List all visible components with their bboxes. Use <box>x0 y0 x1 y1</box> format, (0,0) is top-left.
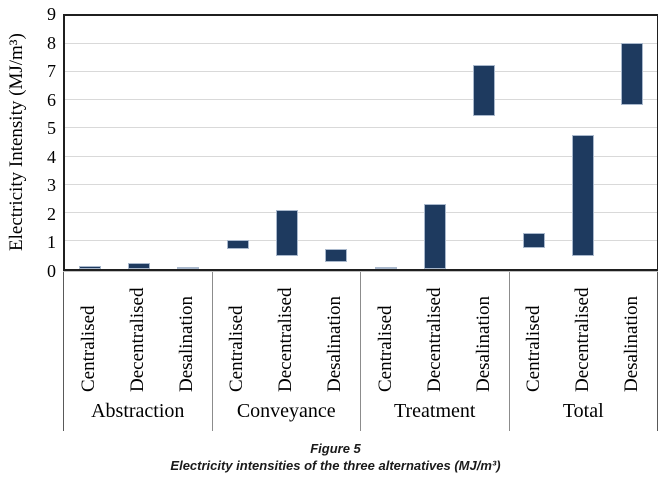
figure-caption-text: Electricity intensities of the three alt… <box>170 458 501 473</box>
group-conveyance: Centralised Decentralised Desalination Conv… <box>211 272 361 431</box>
bar-treatment-centralised <box>374 267 397 269</box>
y-axis-title: Electricity Intensity (MJ/m³) <box>6 33 27 252</box>
group-label-conveyance: Conveyance <box>236 400 336 422</box>
bar-total-decentralised <box>572 135 594 257</box>
bar-total-centralised <box>522 233 545 248</box>
y-tick-label-8: 8 <box>47 32 56 53</box>
bar-abstraction-centralised <box>78 266 101 269</box>
x-label-total-decentralised: Decentralised <box>572 287 594 392</box>
y-tick-label-4: 4 <box>47 146 56 167</box>
gridline-4 <box>65 155 657 157</box>
y-tick-label-1: 1 <box>47 232 56 253</box>
bar-abstraction-decentralised <box>128 262 150 269</box>
y-tick-label-5: 5 <box>47 118 56 139</box>
x-axis-label-area: Centralised Decentralised Desalination Abst… <box>63 271 658 431</box>
gridline-3 <box>65 183 657 185</box>
y-axis-ticks: 0 1 2 3 4 5 6 7 8 9 <box>30 5 58 280</box>
x-label-abstraction-decentralised: Decentralised <box>126 287 148 392</box>
y-tick-label-2: 2 <box>47 203 56 224</box>
x-label-treatment-desalination: Desalination <box>472 295 494 392</box>
gridline-7 <box>65 71 657 73</box>
gridline-2 <box>65 211 657 213</box>
gridline-5 <box>65 127 657 129</box>
y-tick-label-6: 6 <box>47 89 56 110</box>
figure-caption: Figure 5 Electricity intensities of the … <box>0 440 671 474</box>
bar-conveyance-desalination <box>325 248 348 262</box>
x-label-total-centralised: Centralised <box>523 305 545 392</box>
bar-abstraction-desalination <box>177 266 200 269</box>
bar-treatment-desalination <box>473 65 496 116</box>
x-label-conveyance-desalination: Desalination <box>324 295 346 392</box>
bar-conveyance-decentralised <box>276 209 298 257</box>
y-tick-label-3: 3 <box>47 175 56 196</box>
group-treatment: Centralised Decentralised Desalination Trea… <box>360 272 509 431</box>
figure-caption-title: Figure 5 <box>310 441 361 456</box>
plot-area <box>63 14 658 271</box>
gridline-6 <box>65 99 657 101</box>
x-label-treatment-decentralised: Decentralised <box>423 287 445 392</box>
bar-total-desalination <box>621 42 644 105</box>
group-label-abstraction: Abstraction <box>91 400 185 422</box>
gridline-1 <box>65 239 657 241</box>
x-label-conveyance-decentralised: Decentralised <box>275 287 297 392</box>
bar-conveyance-centralised <box>226 239 249 250</box>
x-label-conveyance-centralised: Centralised <box>226 305 248 392</box>
x-label-abstraction-centralised: Centralised <box>77 305 99 392</box>
group-abstraction: Centralised Decentralised Desalination Abst… <box>63 272 212 431</box>
y-tick-label-7: 7 <box>47 61 56 82</box>
gridline-8 <box>65 43 657 45</box>
group-label-treatment: Treatment <box>394 400 476 422</box>
x-label-total-desalination: Desalination <box>621 295 643 392</box>
y-tick-label-9: 9 <box>47 4 56 24</box>
group-total: Centralised Decentralised Desalination Tota… <box>508 272 658 431</box>
x-label-treatment-centralised: Centralised <box>374 305 396 392</box>
group-label-total: Total <box>562 400 604 422</box>
x-label-abstraction-desalination: Desalination <box>175 295 197 392</box>
y-tick-label-0: 0 <box>47 261 56 281</box>
bar-treatment-decentralised <box>424 203 446 269</box>
